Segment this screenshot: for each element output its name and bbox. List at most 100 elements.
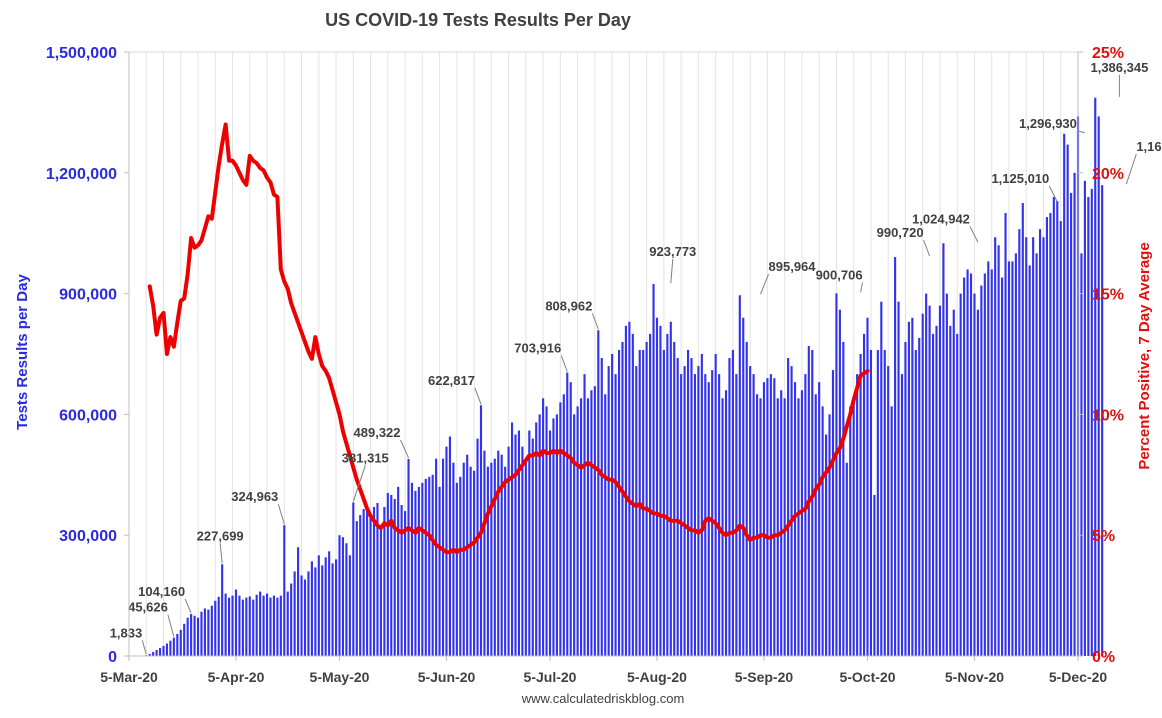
bar xyxy=(228,597,231,656)
y-tick-label-right: 10% xyxy=(1092,407,1124,424)
y-tick-label-left: 1,500,000 xyxy=(46,45,117,62)
bar xyxy=(862,333,866,656)
y-axis-label-right: Percent Positive, 7 Day Average xyxy=(1136,242,1153,469)
bar xyxy=(973,293,976,656)
bar xyxy=(814,394,817,656)
annotation-leader xyxy=(474,388,482,405)
bar xyxy=(918,337,921,656)
bar xyxy=(825,434,828,656)
bar xyxy=(355,521,358,656)
bar xyxy=(831,370,835,656)
bar xyxy=(900,374,904,656)
data-label: 1,386,345 xyxy=(1090,60,1148,75)
bar xyxy=(852,398,855,656)
bar xyxy=(642,349,645,656)
bar xyxy=(966,269,969,656)
bar xyxy=(493,458,496,656)
bar xyxy=(676,358,679,656)
bar xyxy=(452,462,455,656)
bar xyxy=(252,599,255,656)
x-tick-label: 5-Jul-20 xyxy=(524,669,577,685)
bar xyxy=(597,330,600,656)
bar xyxy=(172,637,175,656)
bar xyxy=(1066,144,1069,657)
bar xyxy=(331,563,334,656)
annotation-leader xyxy=(1048,185,1058,203)
bar xyxy=(1080,253,1083,656)
bar xyxy=(286,591,289,656)
y-axis-label-left: Tests Results per Day xyxy=(14,274,31,430)
bar xyxy=(352,502,355,656)
annotation-leader xyxy=(277,504,285,525)
bar xyxy=(662,349,665,656)
bar xyxy=(1032,237,1035,657)
bar xyxy=(776,398,779,656)
bar xyxy=(183,623,186,656)
bar xyxy=(473,470,476,656)
bar xyxy=(552,418,555,656)
x-tick-label: 5-Nov-20 xyxy=(945,669,1004,685)
x-tick-label: 5-Jun-20 xyxy=(418,669,476,685)
x-tick-label: 5-Aug-20 xyxy=(627,669,687,685)
annotation-leader xyxy=(167,614,175,637)
bar xyxy=(300,575,303,656)
bar xyxy=(369,513,372,656)
bar xyxy=(1021,203,1024,656)
bar xyxy=(873,494,876,656)
bar xyxy=(890,406,893,656)
chart-title: US COVID-19 Tests Results Per Day xyxy=(325,10,631,30)
bar xyxy=(407,458,410,656)
bar xyxy=(245,597,248,656)
bar xyxy=(417,486,420,656)
bar xyxy=(441,458,445,656)
bar xyxy=(238,595,241,656)
bar xyxy=(1042,237,1045,657)
bar xyxy=(1097,116,1100,657)
bar xyxy=(718,374,721,656)
bar xyxy=(635,366,638,656)
bar xyxy=(231,595,234,656)
bar xyxy=(241,599,244,656)
bar xyxy=(1073,172,1076,657)
bar xyxy=(673,341,676,656)
bar xyxy=(490,462,493,656)
bar xyxy=(390,494,393,656)
bar xyxy=(773,378,776,656)
x-tick-label: 5-May-20 xyxy=(310,669,370,685)
bar xyxy=(455,482,458,656)
bar xyxy=(317,555,320,656)
bar xyxy=(818,382,821,656)
bar xyxy=(179,629,182,656)
bar xyxy=(887,366,890,656)
annotation-leader xyxy=(969,226,979,243)
bar xyxy=(538,414,541,656)
bar xyxy=(1018,229,1021,657)
bar xyxy=(148,653,151,656)
bar xyxy=(976,309,979,656)
data-label: 895,964 xyxy=(769,259,817,274)
bar xyxy=(307,571,310,656)
data-label: 381,315 xyxy=(342,450,389,465)
bar xyxy=(269,597,272,656)
bar xyxy=(555,414,558,656)
bar xyxy=(904,341,907,656)
bar xyxy=(883,349,886,656)
bar xyxy=(590,390,593,656)
bar xyxy=(1056,200,1059,657)
annotation-leader xyxy=(923,239,931,257)
bar xyxy=(711,370,714,656)
bar xyxy=(290,583,293,656)
bar xyxy=(680,374,683,656)
bar xyxy=(631,333,634,656)
bar xyxy=(1007,261,1011,656)
data-label: 622,817 xyxy=(428,373,475,388)
bar xyxy=(990,269,993,656)
y-tick-label-right: 15% xyxy=(1092,287,1124,304)
bar xyxy=(690,358,693,656)
bar xyxy=(769,374,772,656)
bar xyxy=(780,390,783,656)
bar xyxy=(859,354,862,656)
bar xyxy=(169,640,172,656)
bar xyxy=(938,305,942,656)
x-tick-label: 5-Apr-20 xyxy=(208,669,265,685)
